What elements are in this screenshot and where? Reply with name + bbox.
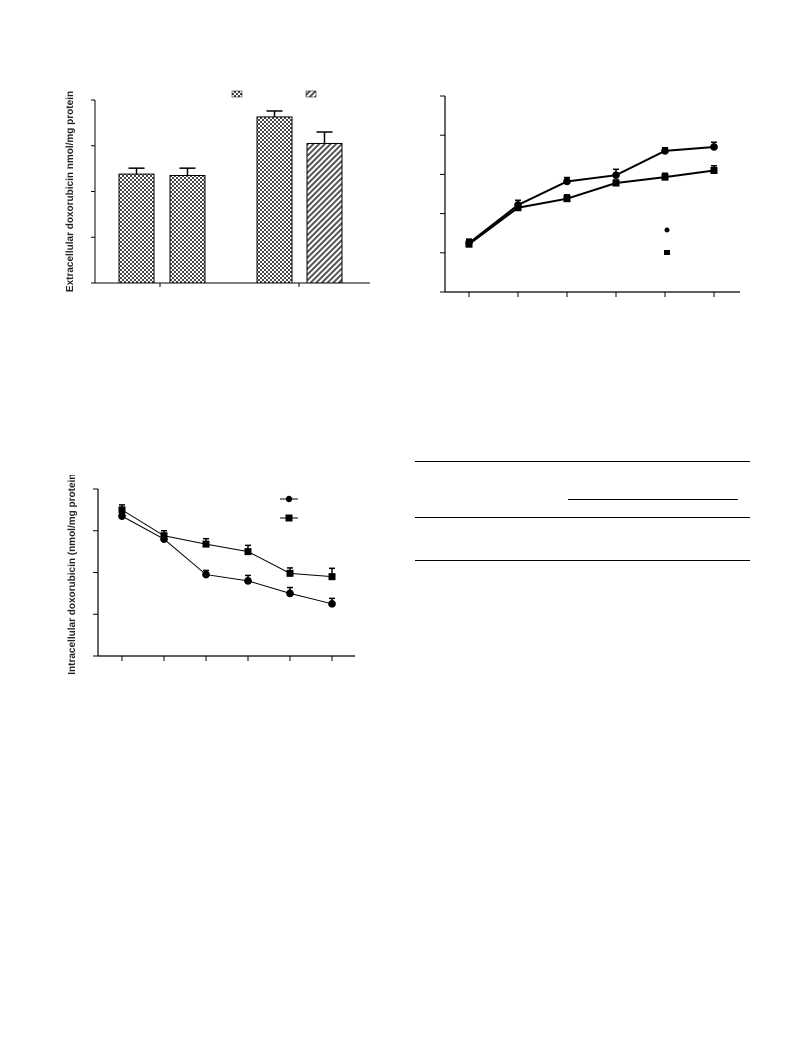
series-1-point — [202, 570, 210, 579]
series-2-point — [118, 506, 126, 514]
series-2-line — [468, 169, 715, 245]
bar-2 — [169, 174, 206, 284]
y-axis-label: Extracellular doxorubicin nmol/mg protei… — [65, 91, 76, 292]
series-2-point — [563, 195, 571, 203]
y-axis-label: Intracellular doxorubicin (nmol/mg prote… — [67, 475, 78, 675]
series-2-point — [661, 173, 669, 181]
table-rule-header-bottom — [415, 517, 750, 518]
series-2-point — [244, 548, 252, 556]
table-rule-header-span — [568, 499, 738, 500]
extracellular-bar-chart: Extracellular doxorubicin nmol/mg protei… — [65, 90, 370, 292]
series-2-line — [121, 509, 333, 578]
bar-4 — [306, 142, 343, 284]
legend-marker-square — [664, 250, 670, 255]
series-1-point — [612, 171, 620, 180]
series-2-point — [612, 179, 620, 187]
series-2-point — [514, 204, 522, 212]
table-rule-bottom — [415, 560, 750, 561]
line-chart-top-right — [440, 95, 740, 297]
legend-marker-circle — [285, 495, 293, 503]
series-1-point — [710, 143, 718, 151]
series-2-point — [160, 532, 168, 540]
series-1-point — [661, 147, 669, 155]
intracellular-line-chart: Intracellular doxorubicin (nmol/mg prote… — [67, 475, 355, 675]
series-1-line — [121, 515, 333, 605]
legend-marker-square — [285, 514, 293, 522]
series-2-point — [286, 569, 294, 577]
series-1-point — [328, 599, 336, 608]
table-rule-top — [415, 461, 750, 462]
series-1-line — [468, 145, 715, 244]
legend-swatch-checker — [231, 90, 243, 98]
series-1-point — [118, 512, 126, 520]
legend-swatch-diag — [305, 90, 317, 98]
series-2-point — [465, 240, 473, 248]
series-2-point — [710, 166, 718, 174]
bar-1 — [118, 173, 155, 284]
series-1-point — [244, 577, 252, 585]
series-1-point — [563, 177, 571, 186]
legend-marker-circle — [664, 227, 670, 233]
bar-3 — [256, 116, 293, 284]
series-2-point — [202, 540, 210, 548]
series-1-point — [286, 589, 294, 598]
series-2-point — [328, 573, 336, 581]
